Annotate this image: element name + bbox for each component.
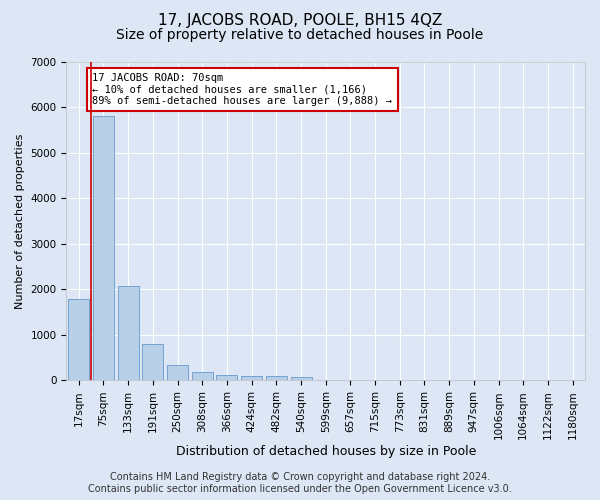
- Bar: [217, 375, 238, 380]
- Bar: [118, 286, 139, 380]
- Y-axis label: Number of detached properties: Number of detached properties: [15, 134, 25, 308]
- Bar: [167, 365, 188, 380]
- Text: 17 JACOBS ROAD: 70sqm
← 10% of detached houses are smaller (1,166)
89% of semi-d: 17 JACOBS ROAD: 70sqm ← 10% of detached …: [92, 73, 392, 106]
- Bar: [241, 376, 262, 380]
- X-axis label: Distribution of detached houses by size in Poole: Distribution of detached houses by size …: [176, 444, 476, 458]
- Bar: [192, 372, 213, 380]
- Bar: [290, 377, 311, 380]
- Text: 17, JACOBS ROAD, POOLE, BH15 4QZ: 17, JACOBS ROAD, POOLE, BH15 4QZ: [158, 12, 442, 28]
- Bar: [266, 376, 287, 380]
- Bar: [68, 300, 89, 380]
- Text: Size of property relative to detached houses in Poole: Size of property relative to detached ho…: [116, 28, 484, 42]
- Bar: [142, 344, 163, 381]
- Text: Contains HM Land Registry data © Crown copyright and database right 2024.
Contai: Contains HM Land Registry data © Crown c…: [88, 472, 512, 494]
- Bar: [93, 116, 114, 380]
